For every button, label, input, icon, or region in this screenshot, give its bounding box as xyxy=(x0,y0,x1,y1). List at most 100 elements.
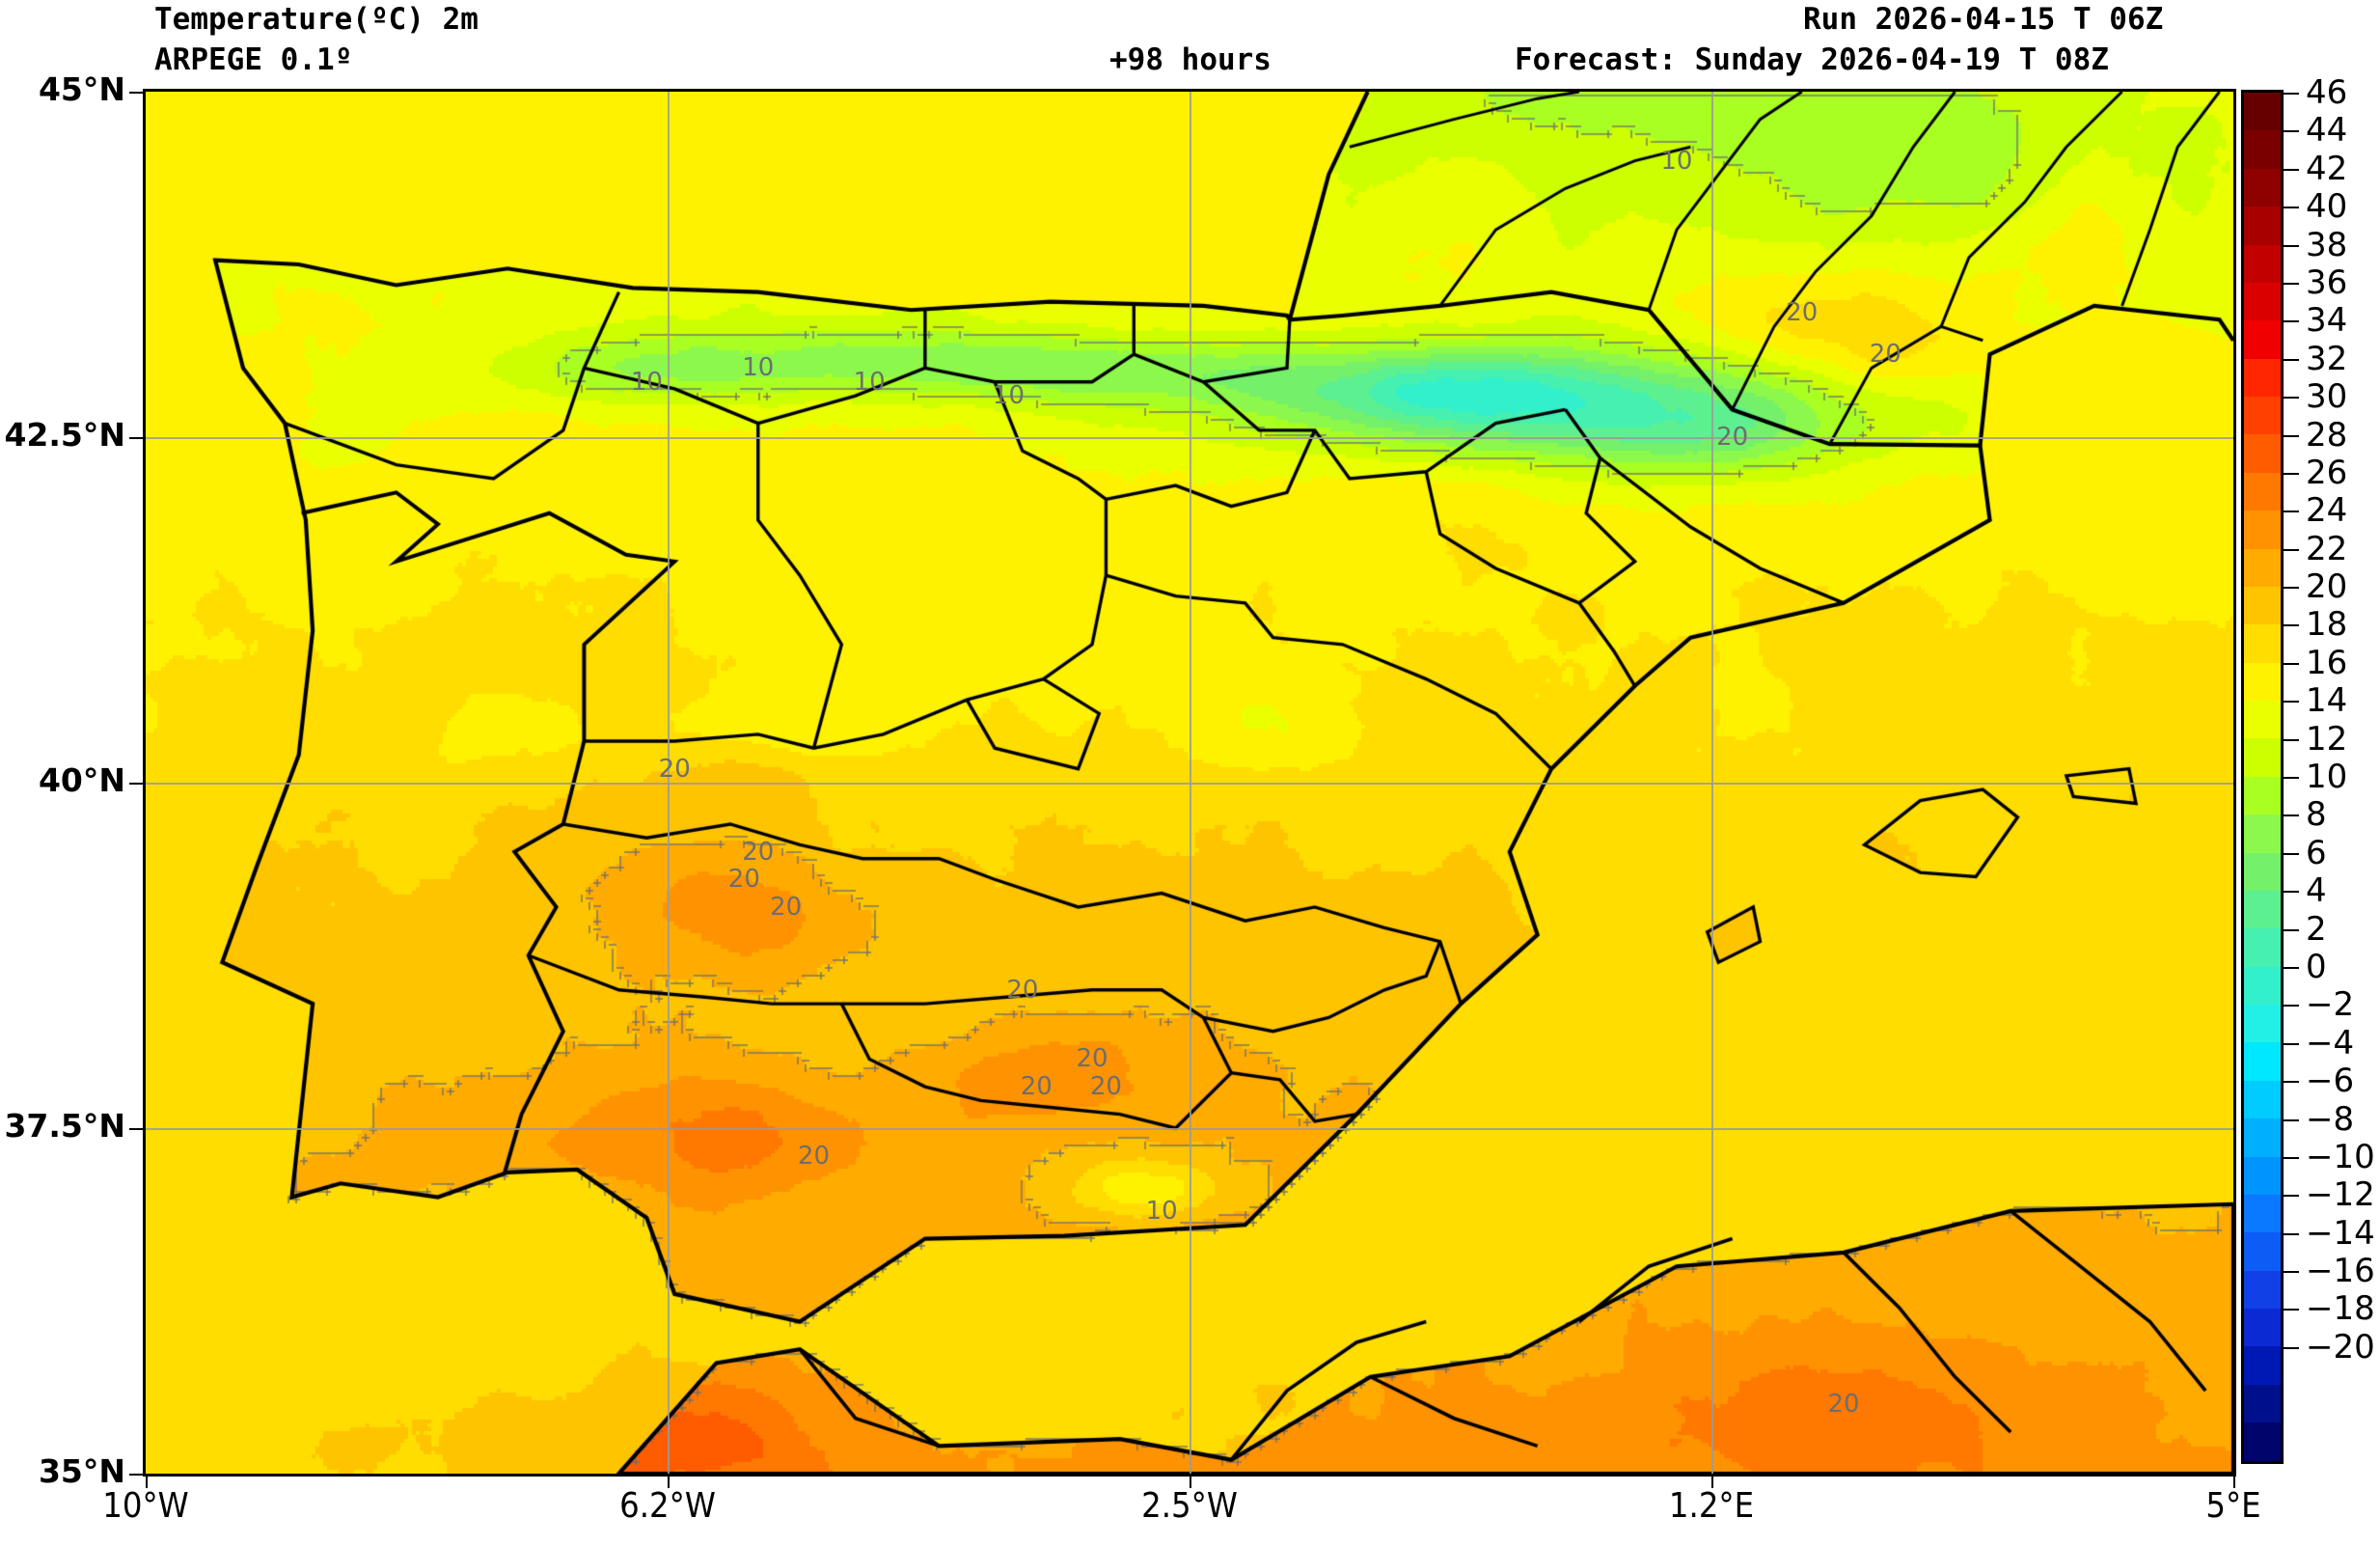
contour-value-label: 20 xyxy=(797,1141,831,1171)
colorbar-tick xyxy=(2284,891,2299,894)
colorbar-tick xyxy=(2284,434,2299,437)
colorbar-tick xyxy=(2284,1195,2299,1198)
graticule-line-lon xyxy=(1711,92,1713,1474)
page-title: Temperature(ºC) 2m xyxy=(154,2,479,37)
colorbar-tick xyxy=(2284,168,2299,171)
colorbar xyxy=(2241,90,2284,1464)
colorbar-tick xyxy=(2284,93,2299,95)
colorbar-band xyxy=(2244,738,2281,777)
colorbar-tick xyxy=(2284,1042,2299,1045)
colorbar-tick xyxy=(2284,548,2299,551)
colorbar-tick-label: −18 xyxy=(2306,1289,2375,1329)
latitude-tick-label: 42.5°N xyxy=(4,416,125,454)
latitude-tick xyxy=(129,1128,143,1130)
colorbar-tick xyxy=(2284,1309,2299,1311)
colorbar-tick xyxy=(2284,244,2299,247)
colorbar-tick-label: 36 xyxy=(2306,262,2348,302)
latitude-tick-label: 35°N xyxy=(38,1452,125,1490)
colorbar-tick xyxy=(2284,1271,2299,1274)
colorbar-tick-label: 42 xyxy=(2306,149,2348,188)
colorbar-band xyxy=(2244,966,2281,1005)
colorbar-band xyxy=(2244,701,2281,739)
colorbar-tick xyxy=(2284,397,2299,400)
colorbar-band xyxy=(2244,1118,2281,1157)
longitude-tick xyxy=(2233,1477,2235,1488)
colorbar-band xyxy=(2244,1384,2281,1423)
run-time-label: Run 2026-04-15 T 06Z xyxy=(1803,2,2164,37)
colorbar-tick xyxy=(2284,358,2299,361)
colorbar-band xyxy=(2244,1270,2281,1309)
colorbar-band xyxy=(2244,1346,2281,1385)
colorbar-tick-label: 40 xyxy=(2306,187,2348,227)
contour-value-label: 10 xyxy=(1660,146,1693,176)
colorbar-band xyxy=(2244,1309,2281,1347)
colorbar-tick-label: 12 xyxy=(2306,719,2348,759)
contour-value-label: 20 xyxy=(727,865,760,895)
colorbar-tick-label: 44 xyxy=(2306,111,2348,151)
colorbar-tick-label: −16 xyxy=(2306,1252,2375,1291)
colorbar-tick-label: 10 xyxy=(2306,758,2348,796)
colorbar-band xyxy=(2244,1232,2281,1271)
colorbar-band xyxy=(2244,548,2281,587)
colorbar-tick-label: 16 xyxy=(2306,643,2348,682)
contour-value-label: 20 xyxy=(1006,975,1039,1005)
colorbar-tick-label: −14 xyxy=(2306,1213,2375,1253)
colorbar-tick-label: 8 xyxy=(2306,795,2327,835)
colorbar-tick xyxy=(2284,662,2299,665)
colorbar-tick-label: 26 xyxy=(2306,453,2348,492)
contour-value-label: 20 xyxy=(1716,423,1749,452)
contour-value-label: 10 xyxy=(630,367,663,397)
forecast-time-label: Forecast: Sunday 2026-04-19 T 08Z xyxy=(1515,42,2109,77)
graticule-line-lon xyxy=(668,92,670,1474)
longitude-tick-label: 6.2°W xyxy=(619,1486,716,1526)
colorbar-band xyxy=(2244,852,2281,891)
contour-value-label: 20 xyxy=(1076,1044,1108,1074)
colorbar-tick xyxy=(2284,1081,2299,1084)
colorbar-tick-label: 20 xyxy=(2306,567,2348,607)
colorbar-tick xyxy=(2284,852,2299,855)
contour-value-label: 20 xyxy=(1786,298,1819,328)
colorbar-tick-label: 2 xyxy=(2306,909,2327,949)
contour-value-label: 20 xyxy=(770,892,803,922)
contour-value-label: 10 xyxy=(853,367,886,397)
colorbar-tick-label: −6 xyxy=(2306,1062,2355,1101)
longitude-tick xyxy=(146,1477,148,1488)
colorbar-band xyxy=(2244,1005,2281,1043)
latitude-tick-label: 45°N xyxy=(38,70,125,108)
latitude-tick xyxy=(129,1474,143,1476)
colorbar-tick-label: 0 xyxy=(2306,947,2327,986)
graticule-line-lon xyxy=(1190,92,1191,1474)
colorbar-band xyxy=(2244,624,2281,663)
colorbar-band xyxy=(2244,511,2281,549)
colorbar-tick-label: 24 xyxy=(2306,491,2348,531)
latitude-tick xyxy=(129,437,143,439)
colorbar-tick-label: −10 xyxy=(2306,1137,2375,1176)
colorbar-tick-label: 14 xyxy=(2306,681,2348,721)
contour-value-label: 20 xyxy=(1869,340,1901,370)
colorbar-tick-label: −2 xyxy=(2306,985,2355,1025)
colorbar-tick xyxy=(2284,282,2299,285)
colorbar-band xyxy=(2244,1194,2281,1233)
contour-value-label: 20 xyxy=(1020,1072,1053,1102)
colorbar-band xyxy=(2244,358,2281,397)
colorbar-tick xyxy=(2284,1118,2299,1121)
colorbar-band xyxy=(2244,1080,2281,1119)
colorbar-tick xyxy=(2284,320,2299,323)
colorbar-tick-label: −12 xyxy=(2306,1175,2375,1215)
longitude-tick-label: 1.2°E xyxy=(1668,1486,1755,1526)
colorbar-tick xyxy=(2284,624,2299,627)
colorbar-band xyxy=(2244,244,2281,283)
colorbar-band xyxy=(2244,1422,2281,1461)
longitude-tick xyxy=(1711,1477,1713,1488)
longitude-tick-label: 2.5°W xyxy=(1141,1486,1238,1526)
contour-value-label: 20 xyxy=(1827,1390,1860,1420)
model-label: ARPEGE 0.1º xyxy=(154,42,353,77)
contour-value-label: 10 xyxy=(742,353,775,383)
contour-value-label: 10 xyxy=(1145,1196,1178,1226)
colorbar-tick-label: 38 xyxy=(2306,225,2348,264)
latitude-tick xyxy=(129,92,143,94)
colorbar-band xyxy=(2244,890,2281,929)
colorbar-tick xyxy=(2284,777,2299,779)
lead-time-label: +98 hours xyxy=(1109,42,1272,77)
